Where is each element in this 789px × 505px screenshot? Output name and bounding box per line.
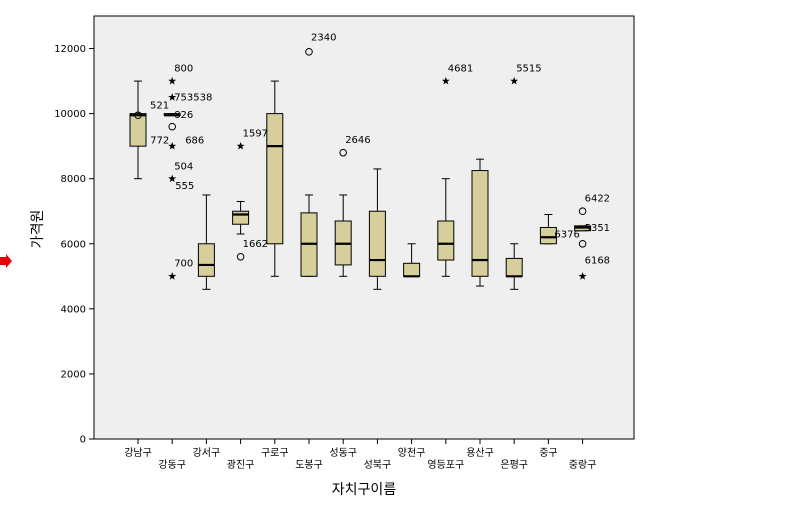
outlier-star — [236, 141, 245, 150]
y-tick-label: 4000 — [61, 304, 86, 315]
box-11 — [471, 158, 489, 287]
box-iqr — [505, 257, 523, 277]
outlier-star — [168, 76, 177, 85]
outlier-star — [510, 76, 519, 85]
x-tick-label: 구로구 — [261, 448, 289, 459]
outlier-label: 6376 — [554, 229, 579, 240]
outlier-circle — [339, 148, 348, 157]
box-iqr — [232, 210, 250, 225]
outlier-star — [441, 76, 450, 85]
y-tick-label: 10000 — [54, 109, 86, 120]
box-14 — [574, 207, 592, 280]
outlier-label: 1597 — [243, 128, 268, 139]
outlier-label: 6422 — [585, 193, 610, 204]
x-tick-label: 양천구 — [398, 447, 426, 459]
y-tick-label: 2000 — [61, 369, 86, 380]
box-iqr — [539, 227, 557, 245]
outlier-star — [168, 174, 177, 183]
outlier-circle — [168, 122, 176, 131]
outlier-circle — [134, 111, 142, 120]
outlier-label: 521 — [150, 101, 169, 112]
box-iqr — [197, 243, 215, 277]
box-iqr — [437, 220, 455, 261]
outlier-label: 826 — [174, 110, 193, 121]
outlier-label: 700 — [174, 259, 193, 270]
outlier-star — [168, 141, 177, 150]
red-arrow-icon — [0, 254, 12, 268]
box-iqr — [266, 113, 284, 245]
y-tick-label: 0 — [80, 435, 86, 446]
box-5 — [266, 80, 284, 277]
box-8 — [368, 168, 386, 290]
box-iqr — [403, 262, 421, 277]
box-13 — [539, 213, 557, 245]
y-tick-label: 8000 — [61, 174, 86, 185]
x-tick-label: 강서구 — [193, 447, 221, 459]
outlier-circle — [578, 207, 587, 216]
box-9 — [403, 243, 421, 278]
box-2 — [163, 76, 181, 280]
outlier-star — [168, 93, 177, 101]
x-tick-label: 영등포구 — [427, 459, 464, 471]
y-axis: 0 2000 4000 6000 8000 10000 12000 — [54, 44, 94, 446]
box-7 — [334, 148, 352, 277]
box-3 — [197, 194, 215, 290]
x-tick-label: 강남구 — [124, 447, 152, 459]
outlier-circle — [305, 47, 313, 56]
outlier-label: 800 — [174, 63, 193, 74]
outlier-label: 2340 — [311, 32, 336, 43]
box-10 — [437, 76, 455, 277]
boxplot-series — [129, 47, 592, 290]
outlier-label: 5351 — [585, 223, 610, 234]
outlier-label: 4681 — [448, 63, 473, 74]
x-tick-label: 강동구 — [158, 459, 186, 471]
y-axis-title: 가격원 — [30, 210, 46, 249]
x-tick-label: 성동구 — [329, 447, 357, 459]
outlier-label: 2646 — [345, 135, 370, 146]
outlier-label: 1662 — [243, 239, 268, 250]
box-iqr — [368, 210, 386, 277]
box-iqr — [471, 170, 489, 277]
outlier-label: 555 — [175, 181, 194, 192]
outlier-label: 6168 — [585, 255, 610, 266]
annotations: 521 800 753538 826 772 686 504 555 700 1597 1662 23… — [150, 32, 610, 269]
box-6 — [300, 47, 318, 277]
y-tick-label: 12000 — [54, 44, 86, 55]
box-4 — [232, 141, 250, 261]
x-tick-label: 중구 — [539, 447, 557, 459]
x-tick-label: 은평구 — [500, 459, 528, 471]
outlier-star — [578, 272, 587, 280]
outlier-circle — [578, 239, 587, 248]
outlier-label: 686 — [185, 136, 204, 147]
y-tick-label: 6000 — [61, 239, 86, 250]
x-tick-label: 도봉구 — [295, 459, 323, 471]
box-iqr — [129, 113, 147, 147]
x-tick-label: 중랑구 — [569, 459, 597, 471]
x-tick-label: 용산구 — [466, 447, 494, 459]
outlier-label: 753538 — [174, 93, 212, 104]
box-1 — [129, 80, 147, 180]
outlier-circle — [236, 252, 245, 261]
outlier-label: 504 — [174, 162, 193, 173]
outlier-label: 5515 — [516, 63, 541, 74]
x-tick-label: 성북구 — [364, 459, 392, 471]
x-axis-title: 자치구이름 — [332, 482, 397, 498]
x-tick-label: 광진구 — [227, 459, 255, 471]
outlier-label: 772 — [150, 136, 169, 147]
box-12 — [505, 76, 523, 290]
outlier-star — [168, 272, 177, 280]
